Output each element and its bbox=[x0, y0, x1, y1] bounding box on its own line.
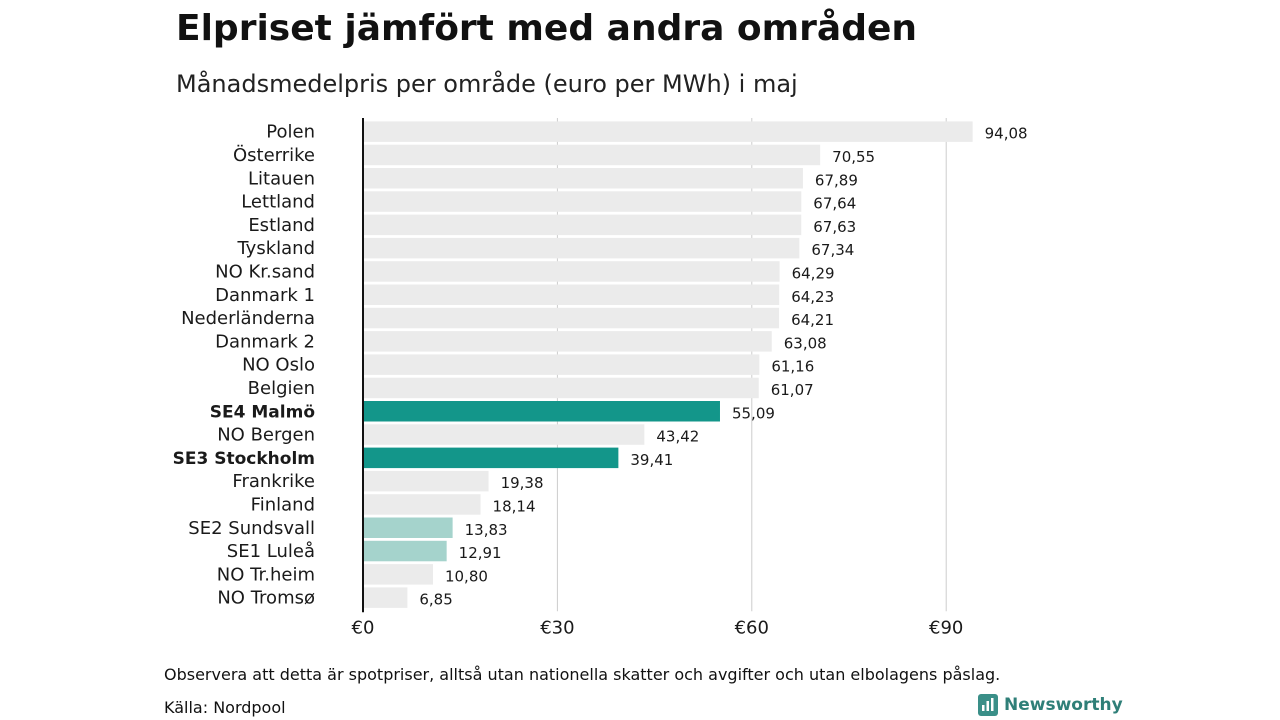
category-label: Nederländerna bbox=[181, 308, 315, 329]
data-label: 70,55 bbox=[832, 148, 875, 166]
category-label: Polen bbox=[266, 122, 315, 143]
data-label: 61,07 bbox=[771, 381, 814, 399]
category-label: NO Tromsø bbox=[217, 588, 315, 609]
bar bbox=[363, 564, 433, 585]
data-label: 67,89 bbox=[815, 171, 858, 189]
bar bbox=[363, 517, 453, 538]
category-label: Danmark 1 bbox=[215, 285, 315, 306]
category-label: Tyskland bbox=[236, 238, 315, 259]
category-label: Litauen bbox=[248, 168, 315, 189]
x-tick-label: €30 bbox=[540, 617, 574, 638]
category-label: NO Bergen bbox=[217, 425, 315, 446]
category-label: Lettland bbox=[241, 192, 315, 213]
data-label: 64,21 bbox=[791, 311, 834, 329]
bar bbox=[363, 261, 780, 282]
data-label: 63,08 bbox=[784, 334, 827, 352]
data-label: 67,34 bbox=[811, 241, 854, 259]
bar bbox=[363, 494, 481, 515]
bar bbox=[363, 331, 772, 352]
x-tick-label: €90 bbox=[929, 617, 963, 638]
data-label: 6,85 bbox=[419, 591, 452, 609]
bar bbox=[363, 401, 720, 422]
bar bbox=[363, 168, 803, 189]
data-label: 64,29 bbox=[792, 264, 835, 282]
data-label: 13,83 bbox=[465, 521, 508, 539]
category-label: SE1 Luleå bbox=[227, 541, 315, 562]
bar bbox=[363, 284, 780, 305]
data-label: 94,08 bbox=[985, 125, 1028, 143]
data-label: 61,16 bbox=[771, 358, 814, 376]
bar bbox=[363, 121, 973, 142]
data-label: 12,91 bbox=[459, 544, 502, 562]
data-label: 67,63 bbox=[813, 218, 856, 236]
bar bbox=[363, 470, 489, 492]
source-note: Källa: Nordpool bbox=[164, 698, 286, 717]
bar bbox=[363, 424, 645, 445]
bar bbox=[363, 377, 759, 399]
category-label: Belgien bbox=[248, 378, 315, 399]
category-label: Österrike bbox=[233, 144, 315, 166]
bar bbox=[363, 587, 408, 608]
data-label: 55,09 bbox=[732, 404, 775, 422]
chart-title: Elpriset jämfört med andra områden bbox=[176, 8, 918, 49]
data-label: 43,42 bbox=[656, 428, 699, 446]
bar bbox=[363, 447, 619, 469]
category-label: Frankrike bbox=[232, 471, 315, 492]
x-tick-label: €60 bbox=[735, 617, 769, 638]
category-label: Danmark 2 bbox=[215, 331, 315, 352]
data-label: 39,41 bbox=[630, 451, 673, 469]
category-label: NO Tr.heim bbox=[217, 564, 315, 585]
bar bbox=[363, 214, 802, 236]
data-label: 10,80 bbox=[445, 567, 488, 585]
category-label: SE4 Malmö bbox=[210, 402, 315, 422]
category-label: SE2 Sundsvall bbox=[188, 518, 315, 539]
data-label: 67,64 bbox=[813, 195, 856, 213]
category-label: SE3 Stockholm bbox=[173, 449, 315, 469]
bar bbox=[363, 354, 760, 375]
category-label: NO Oslo bbox=[242, 355, 315, 376]
newsworthy-logo-icon bbox=[978, 694, 998, 716]
bar bbox=[363, 540, 447, 562]
brand-name: Newsworthy bbox=[1004, 695, 1123, 715]
category-label: Estland bbox=[248, 215, 315, 236]
data-label: 18,14 bbox=[493, 497, 536, 515]
data-label: 64,23 bbox=[791, 288, 834, 306]
bar bbox=[363, 237, 800, 259]
bar bbox=[363, 191, 802, 212]
bar bbox=[363, 307, 780, 329]
chart-subtitle: Månadsmedelpris per område (euro per MWh… bbox=[176, 70, 798, 98]
category-label: NO Kr.sand bbox=[215, 261, 315, 282]
bar bbox=[363, 144, 821, 166]
category-label: Finland bbox=[251, 494, 315, 515]
x-tick-label: €0 bbox=[352, 617, 375, 638]
brand-logo: Newsworthy bbox=[978, 694, 1123, 716]
data-label: 19,38 bbox=[501, 474, 544, 492]
footnote: Observera att detta är spotpriser, allts… bbox=[164, 665, 1001, 684]
